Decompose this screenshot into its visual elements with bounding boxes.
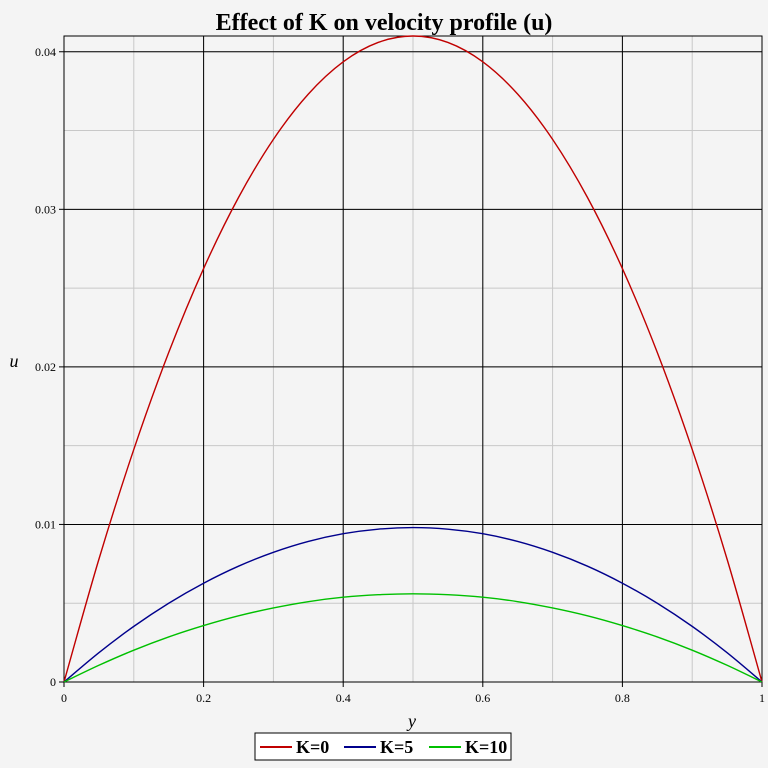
series-lines [63,35,763,683]
x-tick-labels: 0 0.2 0.4 0.6 0.8 1 [61,682,765,705]
x-tick-label: 0.8 [615,691,630,705]
legend-label: K=0 [296,737,329,757]
series-line-k-0 [63,35,763,683]
x-tick-label: 1 [759,691,765,705]
x-tick-label: 0.4 [336,691,351,705]
y-tick-label: 0.01 [35,517,56,531]
legend-label: K=5 [380,737,413,757]
chart-title: Effect of K on velocity profile (u) [216,10,553,36]
series-line-k-10 [63,593,763,683]
legend-label: K=10 [465,737,507,757]
minor-gridlines [63,36,763,682]
legend-box [254,732,512,761]
x-tick-label: 0.6 [475,691,490,705]
y-tick-labels: 0 0.01 0.02 0.03 0.04 [35,45,64,689]
x-tick-label: 0 [61,691,67,705]
y-tick-label: 0.02 [35,360,56,374]
y-tick-label: 0.03 [35,202,56,216]
x-tick-label: 0.2 [196,691,211,705]
series-line-k-5 [63,526,763,683]
y-tick-label: 0.04 [35,45,56,59]
y-tick-label: 0 [50,675,56,689]
legend: K=0 K=5 K=10 [254,732,512,761]
y-axis-label: u [10,351,19,371]
x-axis-label: y [406,711,416,731]
